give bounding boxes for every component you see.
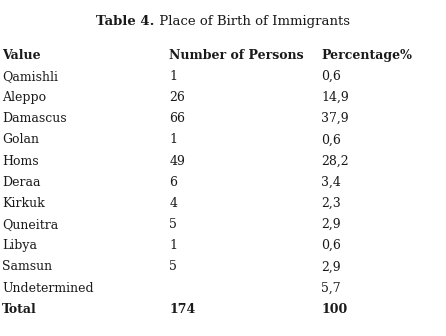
Text: 14,9: 14,9 [321,91,349,104]
Text: 0,6: 0,6 [321,133,341,146]
Text: 0,6: 0,6 [321,70,341,83]
Text: Quneitra: Quneitra [2,218,58,231]
Text: 2,9: 2,9 [321,218,341,231]
Text: Undetermined: Undetermined [2,282,94,295]
Text: Place of Birth of Immigrants: Place of Birth of Immigrants [155,15,350,28]
Text: 6: 6 [169,176,178,189]
Text: Kirkuk: Kirkuk [2,197,45,210]
Text: Aleppo: Aleppo [2,91,46,104]
Text: 5: 5 [169,260,178,274]
Text: 3,4: 3,4 [321,176,341,189]
Text: Number of Persons: Number of Persons [169,49,304,62]
Text: Homs: Homs [2,155,39,168]
Text: Value: Value [2,49,41,62]
Text: 1: 1 [169,70,178,83]
Text: 2,3: 2,3 [321,197,341,210]
Text: 174: 174 [169,303,196,316]
Text: 0,6: 0,6 [321,239,341,252]
Text: 1: 1 [169,133,178,146]
Text: Percentage%: Percentage% [321,49,412,62]
Text: Samsun: Samsun [2,260,52,274]
Text: 26: 26 [169,91,186,104]
Text: Libya: Libya [2,239,37,252]
Text: Table 4.: Table 4. [96,15,155,28]
Text: 2,9: 2,9 [321,260,341,274]
Text: Deraa: Deraa [2,176,41,189]
Text: Damascus: Damascus [2,112,67,125]
Text: 28,2: 28,2 [321,155,349,168]
Text: 49: 49 [169,155,186,168]
Text: 100: 100 [321,303,347,316]
Text: Qamishli: Qamishli [2,70,58,83]
Text: 66: 66 [169,112,186,125]
Text: 5,7: 5,7 [321,282,341,295]
Text: 37,9: 37,9 [321,112,349,125]
Text: 5: 5 [169,218,178,231]
Text: Golan: Golan [2,133,39,146]
Text: 4: 4 [169,197,178,210]
Text: 1: 1 [169,239,178,252]
Text: Total: Total [2,303,37,316]
